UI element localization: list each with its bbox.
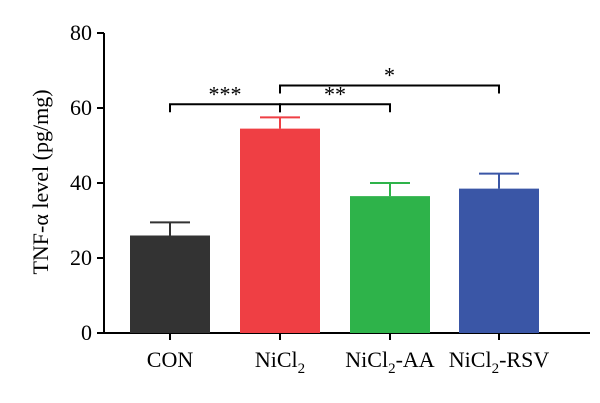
bar-3 [350, 196, 430, 333]
y-tick-label: 80 [70, 20, 92, 45]
significance-label-1: *** [209, 81, 242, 106]
bar-4 [459, 188, 539, 333]
x-tick-label: NiCl2-AA [345, 347, 435, 377]
x-tick-label: NiCl2-RSV [449, 347, 550, 377]
x-tick-label: CON [147, 347, 194, 372]
y-tick-label: 0 [81, 320, 92, 345]
significance-label-3: * [384, 63, 395, 88]
significance-bracket-2 [279, 103, 391, 113]
y-axis-label: TNF-α level (pg/mg) [28, 89, 53, 274]
bar-2 [240, 128, 320, 333]
x-tick-label: NiCl2 [255, 347, 305, 377]
y-tick-label: 60 [70, 95, 92, 120]
significance-label-2: ** [324, 81, 346, 106]
bar-1 [130, 235, 210, 333]
y-tick-label: 40 [70, 170, 92, 195]
y-tick-label: 20 [70, 245, 92, 270]
significance-bracket-3 [279, 84, 500, 94]
